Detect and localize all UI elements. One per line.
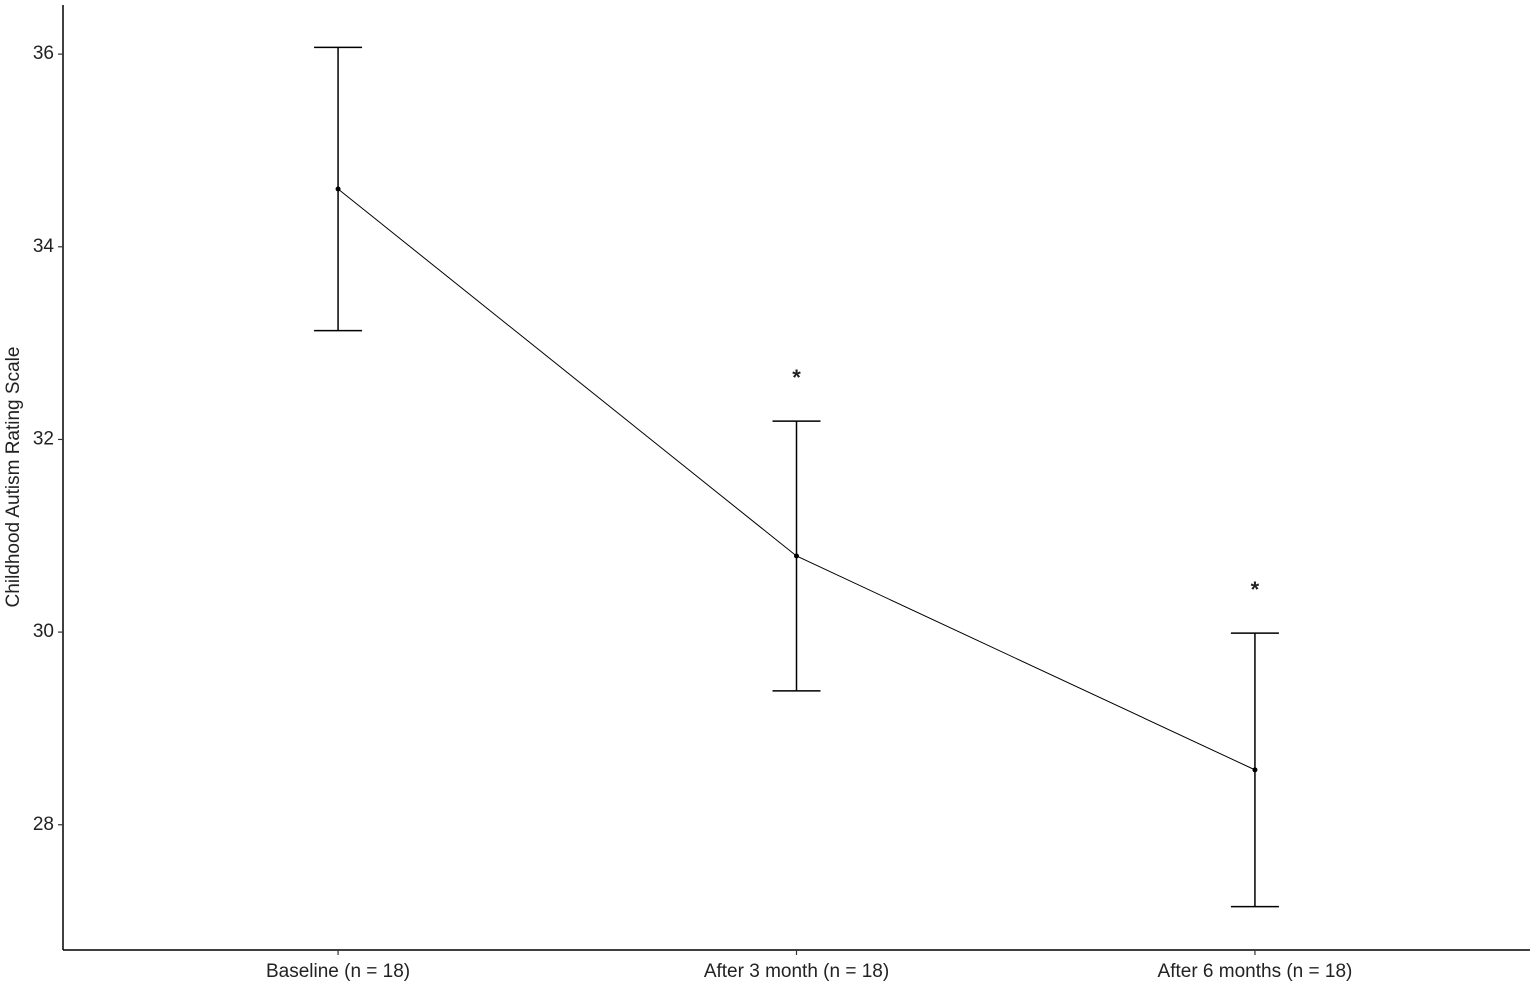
point [1252, 767, 1258, 773]
y-axis-label: Childhood Autism Rating Scale [3, 347, 24, 608]
y-tick-label: 28 [33, 814, 54, 835]
x-tick-label: After 6 months (n = 18) [1158, 961, 1353, 982]
point [335, 186, 341, 192]
annotation: * [792, 365, 801, 390]
y-tick-label: 30 [33, 621, 54, 642]
annotation: * [1251, 577, 1260, 602]
y-tick-label: 32 [33, 428, 54, 449]
y-tick-label: 34 [33, 236, 55, 257]
x-tick-label: Baseline (n = 18) [266, 961, 410, 982]
x-tick-label: After 3 month (n = 18) [704, 961, 889, 982]
point [794, 553, 799, 559]
y-tick-label: 36 [33, 43, 54, 64]
